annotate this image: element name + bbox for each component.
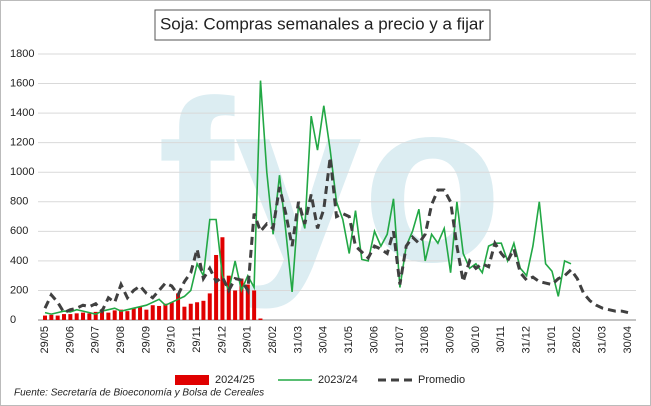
bar — [93, 311, 98, 320]
bar — [226, 275, 231, 320]
line — [44, 80, 572, 315]
x-tick-label: 29/06 — [64, 326, 76, 354]
bar — [169, 302, 174, 320]
y-tick-label: 600 — [10, 225, 28, 237]
y-tick-label: 1200 — [10, 137, 34, 149]
x-tick-label: 30/11 — [495, 326, 507, 353]
title-box — [154, 9, 491, 41]
y-tick-label: 800 — [10, 196, 28, 208]
bar — [87, 313, 92, 320]
bar — [106, 312, 111, 320]
bar — [188, 303, 193, 320]
x-tick-label: 29/10 — [166, 326, 178, 354]
bar — [112, 310, 117, 320]
source: Fuente: Secretaría de Bioeconomía y Bols… — [14, 388, 264, 399]
y-tick-label: 0 — [10, 314, 16, 326]
bar — [100, 311, 105, 320]
bar — [252, 290, 257, 320]
x-tick-label: 29/07 — [90, 326, 102, 354]
x-tick-label: 30/04 — [622, 326, 634, 354]
x-tick-label: 31/12 — [521, 326, 533, 354]
y-tick-label: 1600 — [10, 77, 34, 89]
bar — [207, 293, 212, 320]
x-tick-label: 29/12 — [216, 326, 228, 354]
bar — [201, 300, 206, 320]
bar — [150, 305, 155, 320]
legend-label: 2023/24 — [318, 374, 358, 386]
bar — [157, 305, 162, 320]
legend-swatch — [175, 375, 209, 385]
bar — [119, 309, 124, 320]
chart-title: Soja: Compras semanales a precio y a fij… — [160, 14, 484, 33]
line — [43, 157, 629, 315]
x-tick-label: 30/10 — [470, 326, 482, 354]
bar — [131, 308, 136, 320]
bar — [43, 315, 47, 320]
x-tick-label: 30/06 — [368, 326, 380, 354]
bar — [176, 293, 181, 320]
y-tick-label: 1000 — [10, 166, 34, 178]
x-tick-label: 31/03 — [597, 326, 609, 354]
bar — [245, 284, 250, 320]
bar — [233, 290, 238, 320]
bar — [220, 237, 225, 320]
bar — [125, 311, 130, 320]
bar — [49, 314, 54, 320]
bar — [163, 303, 168, 320]
bar — [81, 312, 86, 320]
x-tick-label: 30/09 — [444, 326, 456, 354]
y-tick-label: 400 — [10, 255, 28, 267]
bar — [214, 254, 219, 320]
bar — [239, 278, 244, 320]
x-tick-label: 31/05 — [343, 326, 355, 354]
bar — [74, 313, 79, 320]
x-tick-label: 29/01 — [242, 326, 254, 354]
bar — [55, 315, 60, 320]
bar — [182, 306, 187, 320]
x-tick-label: 28/02 — [571, 326, 583, 354]
legend-label: 2024/25 — [215, 374, 255, 386]
y-tick-label: 200 — [10, 284, 28, 296]
y-tick-label: 1400 — [10, 107, 34, 119]
x-tick-label: 29/05 — [39, 326, 51, 354]
x-tick-label: 29/11 — [191, 326, 203, 353]
x-tick-label: 29/08 — [115, 326, 127, 354]
bar — [258, 318, 263, 320]
x-tick-label: 31/08 — [419, 326, 431, 354]
x-tick-label: 29/09 — [140, 326, 152, 354]
y-tick-label: 1800 — [10, 48, 34, 60]
bar — [68, 314, 73, 320]
legend-label: Promedio — [418, 374, 465, 386]
x-tick-label: 28/02 — [267, 326, 279, 354]
x-tick-label: 30/04 — [318, 326, 330, 354]
bar — [144, 309, 149, 320]
bar — [195, 302, 200, 320]
x-tick-label: 31/01 — [546, 326, 558, 354]
bar — [138, 306, 143, 320]
x-tick-label: 31/07 — [394, 326, 406, 354]
x-tick-label: 31/03 — [292, 326, 304, 354]
bar — [62, 314, 67, 320]
